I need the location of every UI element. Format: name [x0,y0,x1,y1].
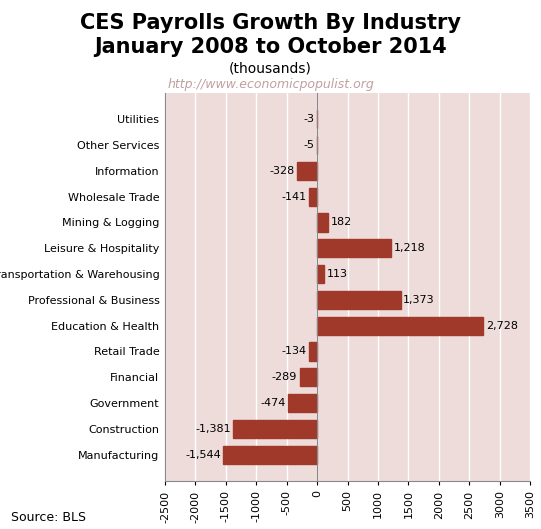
Bar [308,188,317,206]
Bar [233,420,317,438]
Text: -5: -5 [304,140,314,150]
Text: -1,544: -1,544 [185,450,221,460]
Text: 1,218: 1,218 [394,243,425,253]
Bar [317,317,483,335]
Text: -141: -141 [281,191,306,202]
Text: 2,728: 2,728 [486,321,518,331]
Bar [223,445,317,464]
Text: http://www.economicpopulist.org: http://www.economicpopulist.org [167,78,374,92]
Bar [317,239,391,257]
Text: (thousands): (thousands) [229,62,312,76]
Text: CES Payrolls Growth By Industry: CES Payrolls Growth By Industry [80,13,461,33]
Text: -1,381: -1,381 [195,424,230,434]
Bar [300,368,317,386]
Text: -328: -328 [269,166,295,176]
Bar [317,213,328,232]
Text: 182: 182 [331,217,352,227]
Text: -3: -3 [304,114,314,124]
Text: 113: 113 [326,269,347,279]
Bar [317,265,324,283]
Text: 1,373: 1,373 [403,295,435,305]
Text: Source: BLS: Source: BLS [11,510,86,524]
Text: January 2008 to October 2014: January 2008 to October 2014 [94,37,447,57]
Text: -134: -134 [281,346,307,357]
Bar [288,394,317,412]
Bar [297,162,317,180]
Bar [309,342,317,361]
Text: -474: -474 [261,398,286,408]
Text: -289: -289 [272,372,297,382]
Bar [317,291,401,309]
